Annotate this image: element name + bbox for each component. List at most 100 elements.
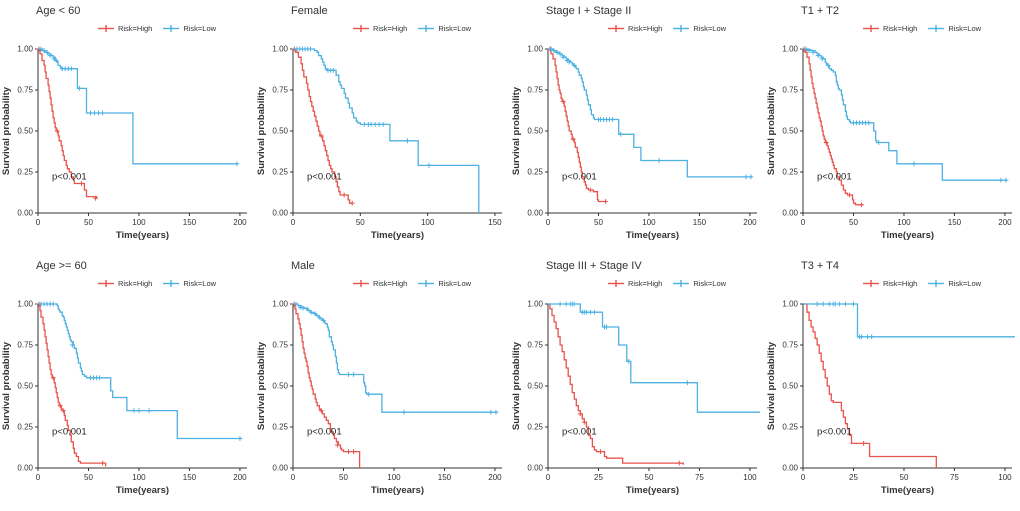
x-tick-label: 25 (594, 473, 603, 482)
x-tick-label: 0 (291, 473, 296, 482)
y-tick-label: 0.75 (782, 341, 798, 350)
y-tick-label: 0.00 (272, 209, 288, 218)
y-tick-label: 0.00 (272, 464, 288, 473)
legend-label-risk-low: Risk=Low (183, 278, 217, 288)
y-tick-label: 1.00 (527, 300, 543, 309)
panel-title: Age >= 60 (36, 260, 87, 272)
x-tick-label: 100 (387, 473, 401, 482)
legend-label-risk-low: Risk=Low (438, 278, 472, 288)
km-panel: Female Risk=High Risk=Low 1.00 0.75 0.50 0.… (255, 0, 510, 255)
y-tick-label: 0.25 (17, 423, 33, 432)
x-tick-label: 200 (233, 473, 247, 482)
y-tick-label: 1.00 (17, 300, 33, 309)
p-value-label: p<0.001 (817, 171, 852, 182)
risk-low-key-icon (928, 279, 945, 287)
y-tick-label: 0.00 (17, 464, 33, 473)
km-panel: Age >= 60 Risk=High Risk=Low 1.00 0.75 0.5… (0, 255, 255, 510)
legend: Risk=High Risk=Low (255, 276, 510, 290)
legend: Risk=High Risk=Low (510, 276, 765, 290)
survival-plot: 1.00 0.75 0.50 0.25 0.000 50 100 150 200 Time(yea… (256, 300, 502, 496)
risk-low-curve (38, 303, 242, 440)
legend-item-risk-high: Risk=High (97, 24, 152, 33)
risk-low-curve (803, 303, 1015, 338)
y-tick-label: 0.75 (782, 86, 798, 95)
km-panel: Stage III + Stage IV Risk=High Risk=Low … (510, 255, 765, 510)
x-axis-label: Time(years) (881, 230, 934, 241)
risk-high-curve (548, 303, 684, 465)
y-tick-label: 0.25 (527, 168, 543, 177)
y-tick-label: 0.50 (782, 382, 798, 391)
y-tick-label: 0.50 (272, 382, 288, 391)
legend-item-risk-low: Risk=Low (927, 279, 981, 288)
risk-high-key-icon (352, 24, 369, 32)
panel-title: Female (291, 5, 328, 17)
x-tick-label: 50 (594, 218, 603, 227)
x-tick-label: 0 (291, 218, 296, 227)
risk-low-curve (293, 303, 497, 413)
censor-marks-low (38, 301, 243, 441)
legend: Risk=High Risk=Low (765, 21, 1020, 35)
legend-label-risk-low: Risk=Low (438, 23, 472, 33)
legend-item-risk-low: Risk=Low (672, 24, 726, 33)
p-value-label: p<0.001 (307, 171, 342, 182)
survival-plot: 1.00 0.75 0.50 0.25 0.000 50 100 150 200 Time(yea… (1, 300, 247, 496)
y-tick-label: 1.00 (272, 45, 288, 54)
legend-label-risk-high: Risk=High (882, 278, 918, 288)
risk-high-curve (548, 48, 607, 203)
censor-marks-low (38, 46, 240, 167)
y-axis-label: Survival probability (766, 341, 777, 430)
x-tick-label: 0 (546, 473, 551, 482)
legend-label-risk-high: Risk=High (627, 23, 663, 33)
legend: Risk=High Risk=Low (510, 21, 765, 35)
x-axis-label: Time(years) (371, 485, 424, 496)
x-tick-label: 200 (998, 218, 1012, 227)
risk-low-key-icon (418, 24, 435, 32)
risk-high-curve (38, 303, 107, 467)
survival-plot: 1.00 0.75 0.50 0.25 0.000 50 100 150 200 Time(yea… (766, 45, 1012, 241)
risk-high-key-icon (97, 279, 114, 287)
legend-label-risk-high: Risk=High (117, 278, 153, 288)
y-tick-label: 1.00 (527, 45, 543, 54)
p-value-label: p<0.001 (52, 171, 87, 182)
y-tick-label: 0.25 (272, 168, 288, 177)
survival-plot: 1.00 0.75 0.50 0.25 0.000 25 50 75 100 Time(years… (766, 300, 1015, 496)
km-panel: T3 + T4 Risk=High Risk=Low 1.00 0.75 0.50 0… (765, 255, 1020, 510)
x-tick-label: 100 (998, 473, 1012, 482)
y-axis-label: Survival probability (511, 86, 522, 175)
legend-label-risk-high: Risk=High (372, 23, 408, 33)
y-axis-label: Survival probability (256, 86, 267, 175)
legend-label-risk-high: Risk=High (372, 278, 408, 288)
panel-title: Age < 60 (36, 5, 81, 17)
x-axis-label: Time(years) (371, 230, 424, 241)
legend-item-risk-low: Risk=Low (162, 24, 216, 33)
legend-item-risk-high: Risk=High (862, 24, 917, 33)
x-tick-label: 150 (488, 218, 502, 227)
risk-low-key-icon (673, 279, 690, 287)
legend-item-risk-low: Risk=Low (417, 24, 471, 33)
risk-low-key-icon (163, 279, 180, 287)
x-tick-label: 150 (183, 473, 197, 482)
y-tick-label: 0.50 (527, 382, 543, 391)
legend-item-risk-high: Risk=High (352, 279, 407, 288)
risk-low-key-icon (163, 24, 180, 32)
x-tick-label: 200 (233, 218, 247, 227)
censor-marks-low (803, 46, 1009, 183)
p-value-label: p<0.001 (562, 426, 597, 437)
y-tick-label: 0.75 (527, 86, 543, 95)
censor-marks-low (814, 301, 875, 340)
p-value-label: p<0.001 (817, 426, 852, 437)
km-panel: Stage I + Stage II Risk=High Risk=Low 1.… (510, 0, 765, 255)
censor-marks-low (548, 46, 754, 180)
x-tick-label: 0 (801, 473, 806, 482)
x-axis-label: Time(years) (116, 485, 169, 496)
legend-label-risk-high: Risk=High (627, 278, 663, 288)
risk-high-curve (803, 303, 937, 468)
x-tick-label: 50 (84, 473, 93, 482)
panel-title: T1 + T2 (801, 5, 840, 17)
censor-marks-high (577, 411, 682, 466)
km-panel: Age < 60 Risk=High Risk=Low 1.00 0.75 0.50… (0, 0, 255, 255)
x-tick-label: 50 (849, 218, 858, 227)
y-tick-label: 1.00 (17, 45, 33, 54)
x-tick-label: 200 (743, 218, 757, 227)
